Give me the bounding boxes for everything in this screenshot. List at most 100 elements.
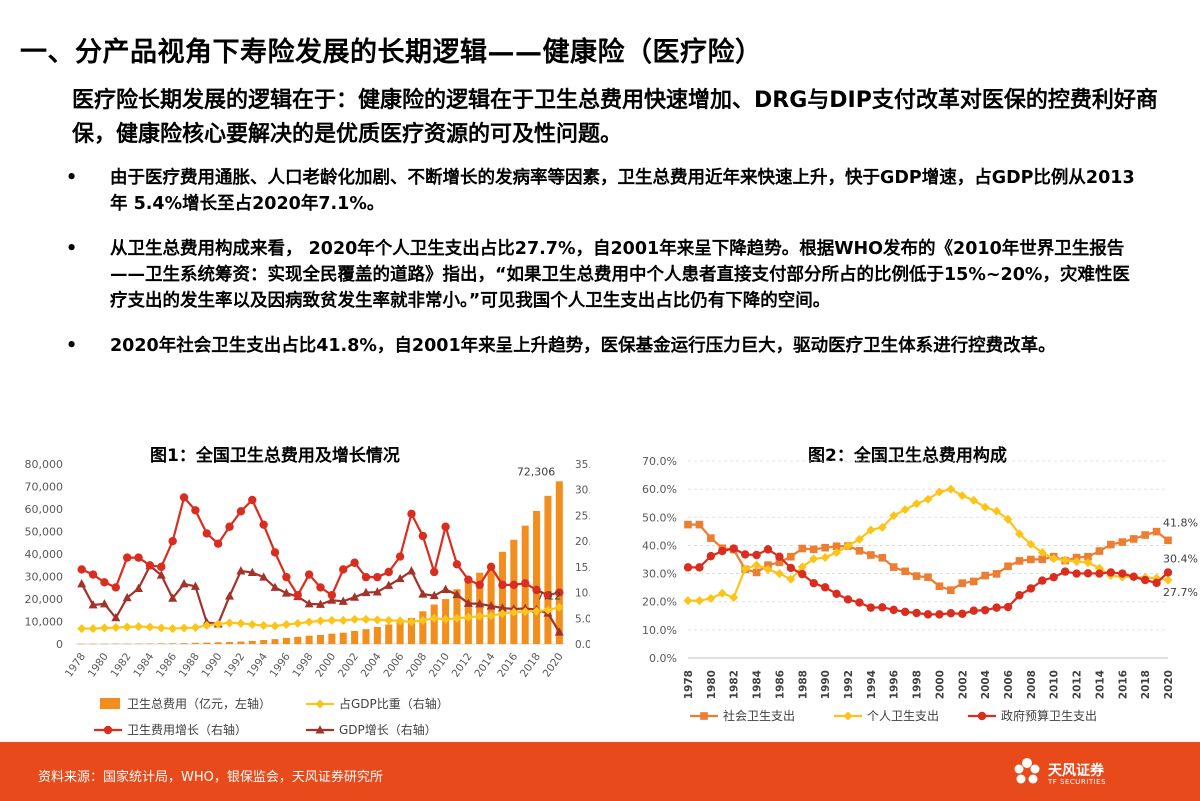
legend-label: 社会卫生支出 — [723, 708, 795, 723]
legend-marker — [315, 699, 325, 709]
series-marker — [832, 547, 842, 557]
series-marker — [122, 592, 132, 602]
left-axis-tick: 0 — [56, 638, 63, 651]
flower-logo-icon — [1014, 758, 1040, 784]
series-marker — [821, 543, 829, 552]
series-marker — [1140, 575, 1150, 585]
series-marker — [900, 607, 910, 617]
series-marker — [786, 574, 796, 584]
series-marker — [866, 525, 876, 535]
x-axis-tick: 2010 — [1049, 670, 1061, 699]
series-marker — [509, 607, 519, 617]
bar — [89, 643, 97, 645]
series-marker — [763, 564, 773, 574]
bar — [385, 624, 393, 644]
series-marker — [372, 615, 382, 625]
series-marker — [923, 494, 933, 504]
series-marker — [190, 623, 200, 633]
series-marker — [912, 608, 921, 618]
series-marker — [429, 613, 439, 623]
series-marker — [418, 589, 428, 598]
series-marker — [958, 609, 967, 619]
series-marker — [168, 593, 178, 602]
series-marker — [555, 588, 564, 597]
x-axis-tick: 1984 — [752, 670, 764, 699]
x-axis-tick: 1982 — [729, 670, 741, 699]
chart1-title: 图1：全国卫生总费用及增长情况 — [150, 446, 400, 466]
bar — [430, 604, 438, 644]
gdp-share-data-label: 7.12 — [537, 589, 562, 602]
series-marker — [786, 563, 796, 573]
x-axis-tick: 1988 — [177, 651, 202, 680]
series-marker — [281, 619, 291, 629]
series-marker — [729, 544, 738, 553]
bar — [464, 580, 472, 644]
footer-bar: 资料来源：国家统计局，WHO，银保监会，天风证券研究所 天风证券 TF SECU… — [0, 742, 1200, 801]
bar — [237, 641, 245, 644]
series-marker — [1015, 557, 1024, 565]
series-marker — [190, 581, 200, 590]
series-marker — [463, 598, 473, 607]
series-marker — [361, 614, 371, 624]
series-marker — [1083, 558, 1093, 568]
series-marker — [282, 572, 291, 582]
series-marker — [429, 590, 439, 600]
series-marker — [718, 546, 727, 556]
series-marker — [740, 564, 750, 574]
series-marker — [179, 493, 189, 502]
series-marker — [373, 572, 382, 582]
bar — [248, 640, 256, 644]
series-marker — [452, 613, 462, 623]
series-marker — [1072, 569, 1081, 578]
y-axis-tick: 10.0% — [642, 624, 677, 637]
bar-data-label: 72,306 — [517, 465, 556, 478]
right-axis-tick: 25.00 — [575, 510, 590, 522]
x-axis-tick: 2016 — [495, 651, 520, 680]
series-marker — [520, 579, 530, 588]
series-marker — [694, 596, 704, 606]
series-marker — [281, 588, 291, 597]
bar — [328, 633, 336, 644]
x-axis-tick: 2012 — [1072, 670, 1084, 699]
series-marker — [1038, 555, 1047, 564]
line-series-1 — [77, 602, 564, 634]
series-marker — [77, 565, 86, 574]
series-marker — [946, 484, 956, 494]
line-series-1 — [683, 484, 1173, 606]
series-marker — [809, 578, 818, 588]
series-marker — [695, 563, 704, 572]
series-marker — [866, 603, 876, 612]
series-marker — [361, 587, 371, 597]
series-marker — [88, 600, 98, 609]
x-axis-tick: 2010 — [427, 651, 452, 680]
left-axis-tick: 60,000 — [25, 503, 64, 516]
left-axis-tick: 70,000 — [25, 481, 64, 494]
series-marker — [168, 624, 178, 634]
x-axis-tick: 1980 — [86, 651, 111, 680]
series-marker — [992, 603, 1001, 612]
series-marker — [225, 618, 235, 628]
series-marker — [717, 588, 727, 598]
series-marker — [935, 610, 944, 619]
x-axis-tick: 2014 — [472, 651, 497, 680]
series-marker — [248, 495, 257, 505]
series-marker — [157, 562, 166, 572]
series-marker — [1004, 562, 1012, 571]
bar — [351, 630, 359, 644]
series-marker — [111, 623, 121, 633]
series-marker — [134, 622, 144, 632]
left-axis-tick: 10,000 — [25, 616, 64, 629]
series-marker — [327, 590, 337, 600]
legend-item: 政府预算卫生支出 — [968, 708, 1097, 723]
legend-marker — [700, 712, 708, 720]
bullet-text: 2020年社会卫生支出占比41.8%，自2001年来呈上升趋势，医保基金运行压力… — [110, 336, 1056, 356]
series-marker — [889, 605, 898, 615]
series-marker — [270, 548, 280, 557]
bar — [225, 641, 234, 644]
series-marker — [1083, 569, 1093, 578]
chart2: 70.0% 60.0% 50.0% 40.0% 30.0% 20.0% 10.0% 0.0% 1… — [642, 455, 1198, 723]
series-marker — [293, 590, 302, 600]
bar — [146, 643, 154, 644]
series-marker — [122, 622, 132, 632]
series-marker — [418, 615, 428, 625]
